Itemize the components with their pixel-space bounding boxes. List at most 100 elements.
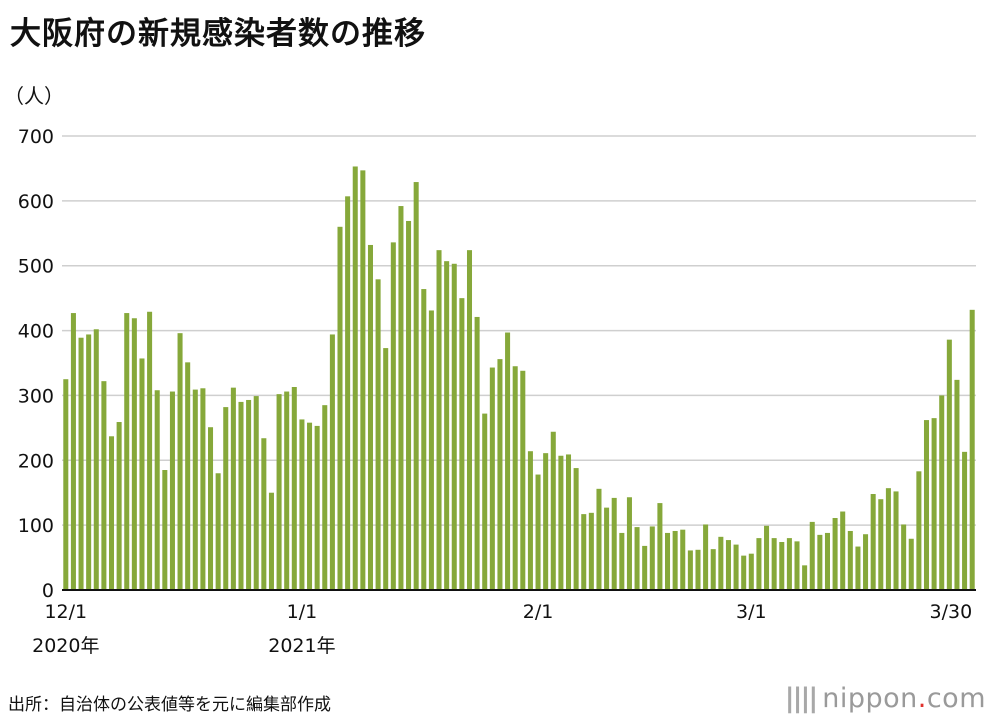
- bar-2/19: 2/19: 91: [672, 530, 678, 590]
- bar-2/28: 2/28: 53: [741, 555, 747, 590]
- bar-12/15: 12/15: 306: [169, 391, 175, 590]
- x-tick-label: 1/1: [287, 601, 318, 623]
- bar-12/2: 12/2: 427: [70, 313, 76, 590]
- bar-3/19: 3/19: 157: [885, 488, 891, 590]
- bar-12/9: 12/9: 427: [124, 313, 130, 590]
- bar-12/4: 12/4: 394: [86, 334, 92, 590]
- bar-2/12: 2/12: 88: [619, 532, 625, 590]
- bar-1/27: 1/27: 356: [497, 359, 503, 590]
- bar-2/27: 2/27: 70: [733, 544, 739, 590]
- y-tick-label: 600: [18, 191, 54, 213]
- bar-12/25: 12/25: 293: [246, 399, 252, 590]
- bar-1/28: 1/28: 397: [505, 332, 511, 590]
- bar-2/26: 2/26: 77: [725, 540, 731, 590]
- bar-1/23: 1/23: 524: [466, 250, 473, 590]
- bar-1/26: 1/26: 343: [489, 367, 495, 590]
- bar-12/5: 12/5: 402: [93, 329, 99, 590]
- bar-2/10: 2/10: 127: [604, 507, 610, 590]
- bar-12/18: 12/18: 309: [192, 389, 198, 590]
- bar-3/8: 3/8: 38: [802, 565, 808, 590]
- bar-1/10: 1/10: 532: [367, 244, 373, 590]
- bar-2/6: 2/6: 188: [573, 468, 579, 590]
- logo-dot: .: [917, 683, 927, 714]
- logo-name: nippon: [822, 683, 918, 714]
- bar-12/24: 12/24: 290: [238, 401, 244, 590]
- bar-3/20: 3/20: 152: [893, 491, 899, 590]
- bar-1/11: 1/11: 479: [375, 279, 381, 590]
- x-tick-year-label: 2020年: [32, 635, 99, 657]
- gridlines: [62, 135, 976, 526]
- bar-2/7: 2/7: 117: [581, 514, 587, 590]
- bar-1/20: 1/20: 507: [444, 261, 450, 590]
- x-tick-label: 3/30: [930, 601, 973, 623]
- bar-12/10: 12/10: 419: [131, 318, 137, 590]
- axes: 0 100 200 300 400 500 600 700 12/1 2020年 1/1 2021年 2…: [18, 126, 976, 657]
- bar-12/13: 12/13: 308: [154, 390, 160, 590]
- bar-3/26: 3/26: 300: [939, 395, 945, 590]
- y-tick-label: 400: [18, 321, 54, 343]
- bar-3/15: 3/15: 67: [855, 546, 861, 590]
- bar-2/14: 2/14: 97: [634, 527, 640, 590]
- bar-12/1: 12/1: 325: [63, 379, 69, 590]
- bar-1/25: 1/25: 272: [482, 413, 488, 590]
- bar-3/10: 3/10: 85: [817, 534, 823, 590]
- bar-3/28: 3/28: 324: [954, 379, 960, 590]
- bar-12/26: 12/26: 299: [253, 396, 259, 590]
- bar-12/12: 12/12: 429: [147, 311, 153, 590]
- bar-3/30: 3/30: 432: [969, 309, 975, 590]
- bar-12/7: 12/7: 237: [108, 436, 115, 590]
- bar-3/13: 3/13: 121: [840, 511, 846, 590]
- y-tick-label: 200: [18, 450, 54, 472]
- source-note: 出所：自治体の公表値等を元に編集部作成: [8, 695, 331, 715]
- bar-2/11: 2/11: 142: [611, 497, 617, 590]
- bar-12/6: 12/6: 322: [101, 381, 107, 590]
- bar-2/8: 2/8: 119: [588, 512, 594, 590]
- bar-12/20: 12/20: 251: [208, 427, 214, 590]
- bar-12/31: 12/31: 313: [291, 387, 297, 590]
- bar-3/7: 3/7: 75: [794, 541, 800, 590]
- bar-2/9: 2/9: 156: [596, 488, 602, 590]
- bar-12/28: 12/28: 150: [268, 492, 274, 590]
- bar-3/24: 3/24: 262: [923, 420, 930, 590]
- bar-1/31: 1/31: 214: [527, 451, 533, 590]
- bar-1/3: 1/3: 253: [314, 425, 320, 590]
- bar-1/4: 1/4: 285: [322, 405, 328, 590]
- bar-12/3: 12/3: 389: [78, 337, 84, 590]
- bar-2/24: 2/24: 63: [710, 549, 716, 590]
- bar-3/11: 3/11: 88: [824, 532, 830, 590]
- bar-3/14: 3/14: 91: [847, 530, 853, 590]
- bar-2/5: 2/5: 209: [565, 454, 572, 590]
- y-tick-label: 500: [18, 256, 54, 278]
- bar-1/22: 1/22: 450: [459, 298, 465, 590]
- bar-12/14: 12/14: 185: [162, 470, 168, 590]
- y-tick-label: 300: [18, 385, 54, 407]
- bar-2/3: 2/3: 244: [550, 431, 556, 590]
- bar-1/15: 1/15: 569: [406, 220, 412, 590]
- bar-3/22: 3/22: 79: [908, 538, 914, 590]
- bar-3/29: 3/29: 213: [962, 451, 968, 590]
- bar-12/16: 12/16: 396: [177, 333, 183, 590]
- bar-3/17: 3/17: 148: [870, 494, 876, 590]
- bar-1/6: 1/6: 560: [337, 226, 343, 591]
- bar-1/30: 1/30: 338: [520, 370, 526, 590]
- bar-2/18: 2/18: 88: [665, 532, 671, 590]
- bar-12/30: 12/30: 306: [284, 391, 290, 590]
- bar-3/16: 3/16: 86: [863, 534, 869, 590]
- bar-1/2: 1/2: 258: [307, 422, 313, 590]
- logo-mark: ||||: [784, 683, 818, 714]
- y-tick-label: 0: [42, 580, 54, 602]
- bar-1/12: 1/12: 373: [383, 348, 389, 590]
- bar-3/25: 3/25: 265: [931, 418, 937, 590]
- bar-12/23: 12/23: 312: [230, 387, 236, 590]
- bar-1/19: 1/19: 524: [436, 250, 442, 590]
- bar-2/22: 2/22: 62: [695, 549, 701, 590]
- bar-1/13: 1/13: 536: [390, 242, 396, 590]
- nippon-logo: |||| nippon.com: [785, 683, 986, 714]
- bar-1/14: 1/14: 592: [398, 206, 404, 591]
- bar-2/20: 2/20: 93: [680, 529, 686, 590]
- x-tick-label: 2/1: [523, 601, 554, 623]
- bar-1/16: 1/16: 629: [413, 182, 419, 591]
- bar-3/23: 3/23: 183: [916, 471, 922, 590]
- x-tick-label: 12/1: [44, 601, 87, 623]
- bar-3/21: 3/21: 101: [901, 524, 907, 590]
